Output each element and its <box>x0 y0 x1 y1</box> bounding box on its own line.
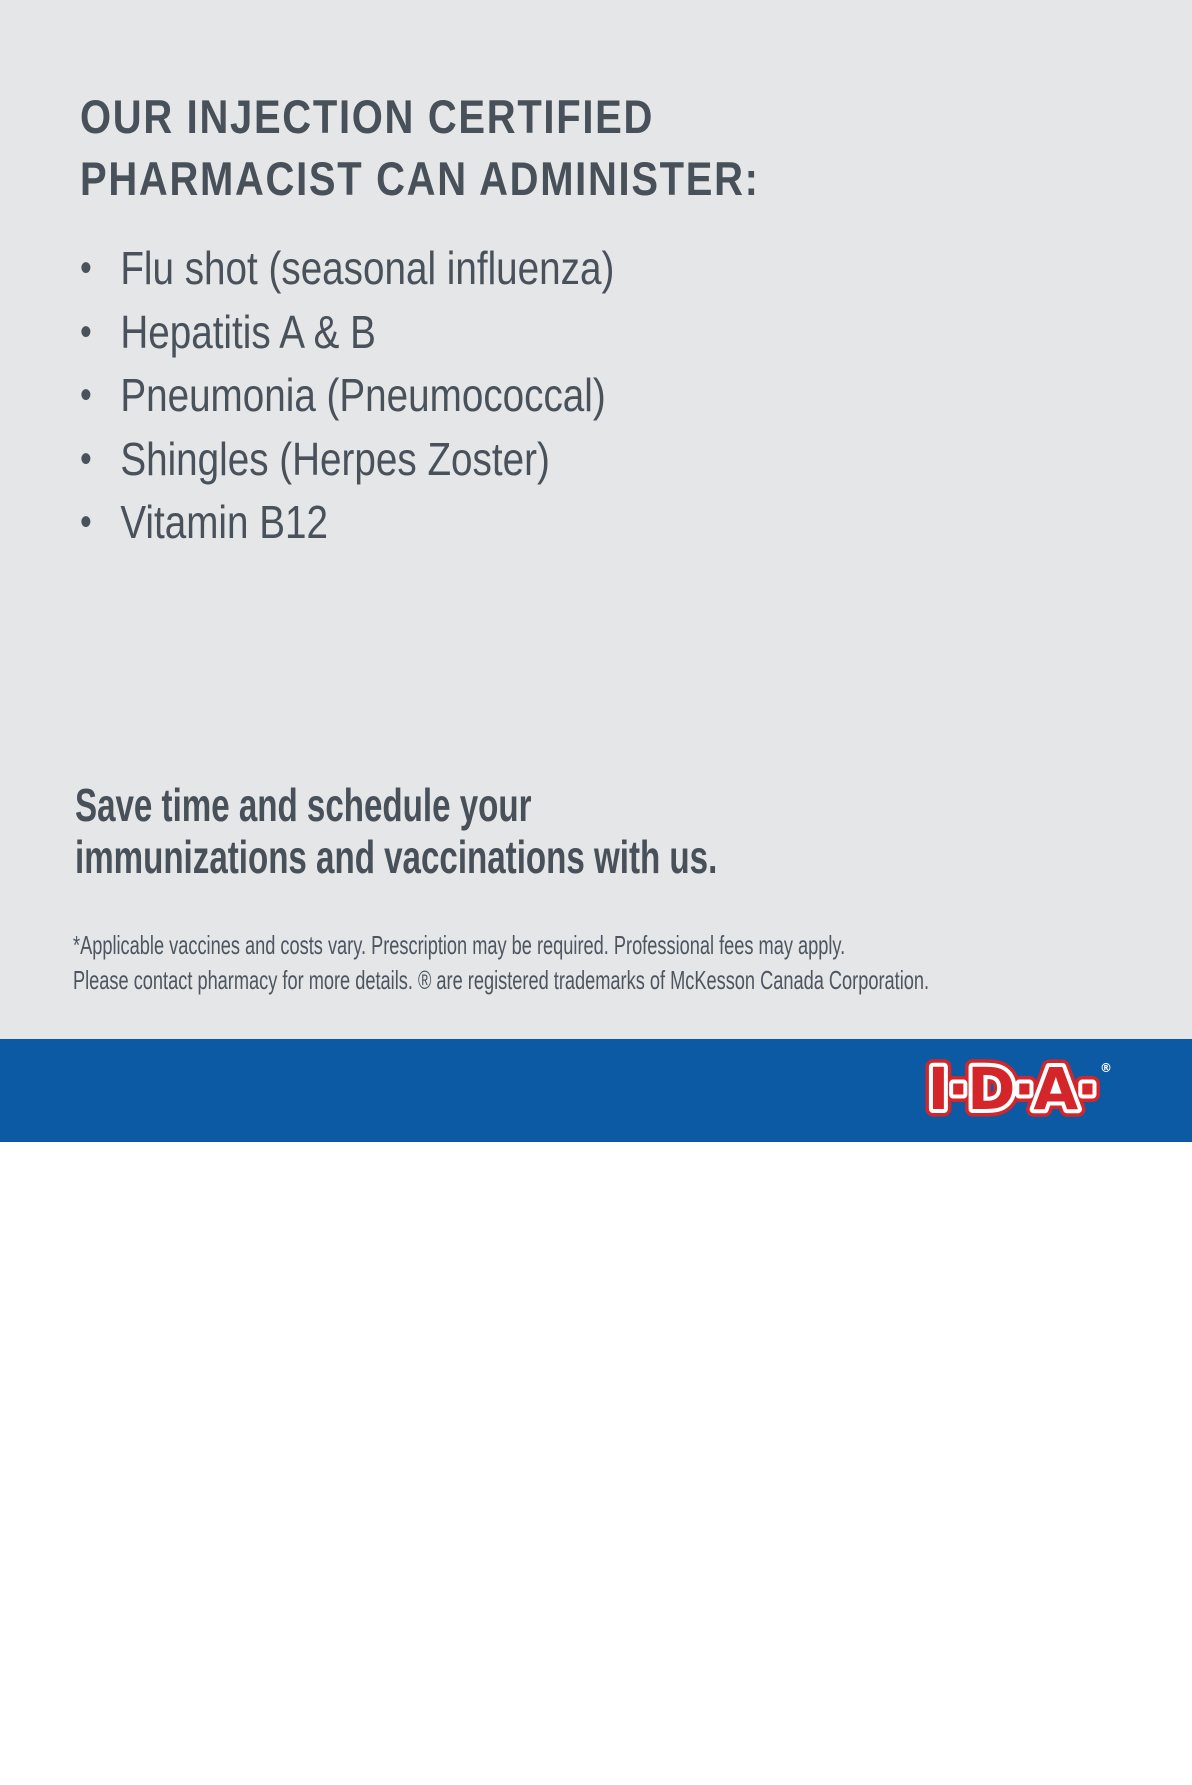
list-item: • Shingles (Herpes Zoster) <box>80 428 614 492</box>
ida-logo-inline: I·D·A· <box>928 1056 1097 1123</box>
ida-logo-text: I·D·A· <box>928 1056 1097 1123</box>
bullet-icon: • <box>80 246 92 290</box>
save-time-line1: Save time and schedule your <box>75 779 532 831</box>
brand-bar: I·D·A· I·D·A· I·D·A· ® <box>0 1039 1192 1142</box>
bullet-icon: • <box>80 500 92 544</box>
list-item-label: Flu shot (seasonal influenza) <box>120 242 615 294</box>
main-heading-line1: OUR INJECTION CERTIFIED <box>80 90 655 143</box>
main-heading: OUR INJECTION CERTIFIED PHARMACIST CAN A… <box>80 86 760 210</box>
save-time-heading: Save time and schedule your immunization… <box>75 779 717 883</box>
list-item-label: Shingles (Herpes Zoster) <box>120 432 550 485</box>
list-item: • Flu shot (seasonal influenza) <box>80 237 614 301</box>
disclaimer-line2: Please contact pharmacy for more details… <box>73 965 930 995</box>
list-item-label: Hepatitis A & B <box>120 305 376 358</box>
bullet-icon: • <box>80 373 92 417</box>
ida-logo: I·D·A· I·D·A· I·D·A· ® <box>920 1056 1112 1124</box>
ida-logo-outline: I·D·A· <box>928 1056 1097 1123</box>
list-item: • Vitamin B12 <box>80 491 614 555</box>
list-item-label: Vitamin B12 <box>120 496 328 548</box>
bullet-icon: • <box>80 309 92 354</box>
store-section: Lakeside Pharmacy PO Box 760, 374B Stuar… <box>0 1142 1192 1785</box>
vaccine-list: • Flu shot (seasonal influenza) • Hepati… <box>80 237 614 555</box>
list-item: • Pneumonia (Pneumococcal) <box>80 364 614 428</box>
save-time-line2: immunizations and vaccinations with us. <box>75 831 718 883</box>
list-item-label: Pneumonia (Pneumococcal) <box>120 369 606 421</box>
list-item: • Hepatitis A & B <box>80 301 614 365</box>
main-heading-line2: PHARMACIST CAN ADMINISTER: <box>80 152 760 205</box>
disclaimer-line1: *Applicable vaccines and costs vary. Pre… <box>73 930 846 960</box>
ida-registered-mark: ® <box>1100 1061 1112 1075</box>
disclaimer-text: *Applicable vaccines and costs vary. Pre… <box>73 928 929 998</box>
hero-section: OUR INJECTION CERTIFIED PHARMACIST CAN A… <box>0 0 1192 1039</box>
bullet-icon: • <box>80 436 92 481</box>
